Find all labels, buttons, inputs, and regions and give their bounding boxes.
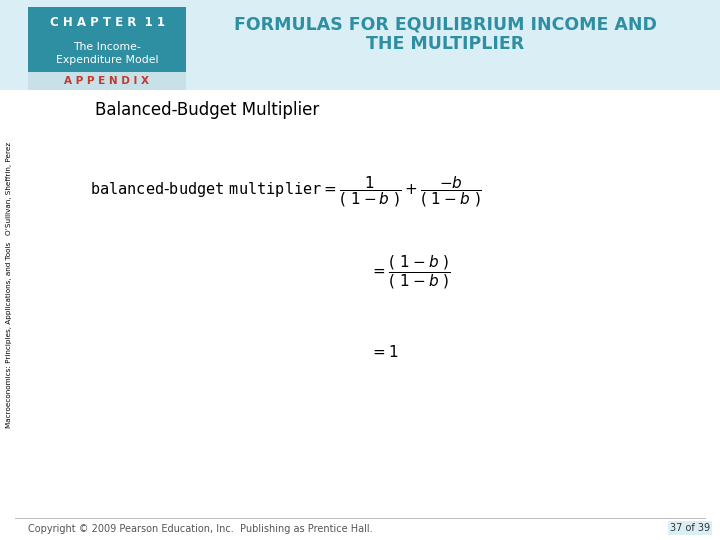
Bar <box>28 7 186 85</box>
Text: $\mathtt{balanced\text{-}budget\ multiplier} = \dfrac{1}{(\ 1-b\ )} + \dfrac{-b}: $\mathtt{balanced\text{-}budget\ multipl… <box>90 174 482 210</box>
Text: Copyright © 2009 Pearson Education, Inc.  Publishing as Prentice Hall.: Copyright © 2009 Pearson Education, Inc.… <box>28 524 373 534</box>
Text: THE MULTIPLIER: THE MULTIPLIER <box>366 35 524 53</box>
Text: A P P E N D I X: A P P E N D I X <box>65 76 150 86</box>
Text: Balanced-Budget Multiplier: Balanced-Budget Multiplier <box>95 101 319 119</box>
Bar <box>668 521 712 535</box>
Bar <box>0 90 720 540</box>
Bar <box>0 0 720 90</box>
Text: $= 1$: $= 1$ <box>370 344 399 360</box>
Text: The Income-: The Income- <box>73 42 141 52</box>
Text: Macroeconomics: Principles, Applications, and Tools   O’Sullivan, Sheffrin, Pere: Macroeconomics: Principles, Applications… <box>6 142 12 428</box>
Text: $= \dfrac{(\ 1-b\ )}{(\ 1-b\ )}$: $= \dfrac{(\ 1-b\ )}{(\ 1-b\ )}$ <box>370 253 451 291</box>
Text: C H A P T E R  1 1: C H A P T E R 1 1 <box>50 17 164 30</box>
Text: 37 of 39: 37 of 39 <box>670 523 710 533</box>
Text: FORMULAS FOR EQUILIBRIUM INCOME AND: FORMULAS FOR EQUILIBRIUM INCOME AND <box>233 15 657 33</box>
Text: Expenditure Model: Expenditure Model <box>55 55 158 65</box>
Bar <box>28 72 186 90</box>
